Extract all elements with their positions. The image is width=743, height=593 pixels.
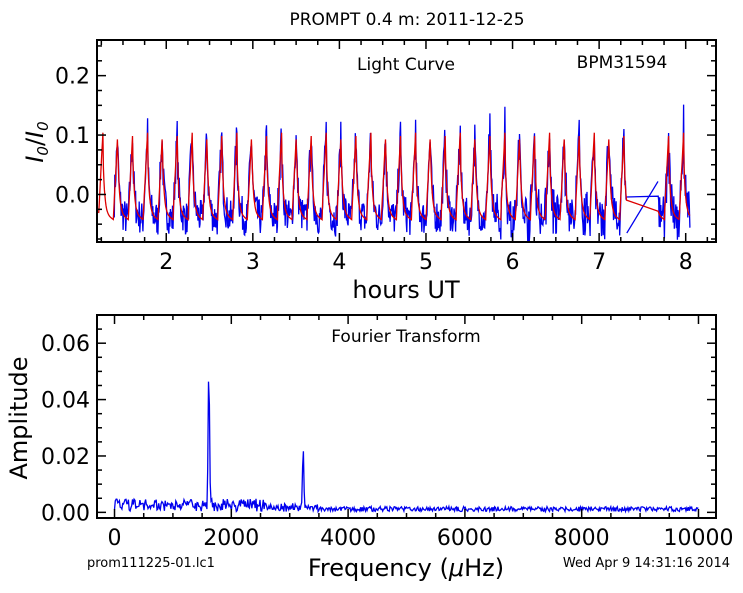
y-tick-label: 0.06 [41,332,90,357]
fourier-label: Fourier Transform [331,327,480,347]
x-tick-label: 2000 [203,526,259,551]
x-tick-label: 5 [419,250,433,275]
fourier-plot [113,381,699,514]
amplitude-spectrum-line [113,381,699,514]
x-tick-label: 8000 [554,526,610,551]
x-tick-label: 7 [592,250,606,275]
x-tick-label: 4000 [320,526,376,551]
fourier-xlabel-unit: Hz) [464,554,504,582]
x-tick-label: 2 [159,250,173,275]
fourier-ylabel: Amplitude [5,357,33,480]
ylabel-slash: / [21,137,49,146]
footer-filename: prom111225-01.lc1 [87,556,215,571]
fourier-panel: 0 2000 4000 6000 8000 10000 0.00 0.02 0.04 0.06 F… [5,314,733,582]
light-curve-plot [98,104,691,242]
x-tick-label: 6 [506,250,520,275]
light-curve-xlabel: hours UT [352,276,460,304]
y-tick-label: 0.2 [55,65,90,90]
light-curve-frame [96,39,717,243]
fourier-ticks: 0 2000 4000 6000 8000 10000 0.00 0.02 0.04 0.06 [41,314,733,551]
light-curve-ticks: 2 3 4 5 6 7 8 0.0 0.1 0.2 [55,40,716,275]
light-curve-label: Light Curve [357,55,455,75]
ylabel-denominator-sub: 0 [34,121,52,131]
y-tick-label: 0.00 [41,501,90,526]
figure-title: PROMPT 0.4 m: 2011-12-25 [289,10,524,30]
footer-timestamp: Wed Apr 9 14:31:16 2014 [563,556,730,571]
light-curve-panel: 2 3 4 5 6 7 8 0.0 0.1 0.2 Light Curve BPM31594 ho… [21,39,717,304]
x-tick-label: 10000 [663,526,733,551]
fourier-xlabel-text: Frequency ( [308,554,449,582]
ylabel-denominator: I [21,131,49,138]
y-tick-label: 0.02 [41,445,90,470]
ylabel-symbol-sub: 0 [34,146,52,156]
gap-connector-line [626,181,659,234]
x-tick-label: 6000 [437,526,493,551]
x-tick-label: 8 [679,250,693,275]
x-tick-label: 0 [108,526,122,551]
fourier-xlabel: Frequency (μHz) [308,554,504,582]
fourier-xlabel-mu: μ [448,554,464,582]
ylabel-symbol: I [21,156,49,163]
y-tick-label: 0.1 [55,124,90,149]
x-tick-label: 4 [332,250,346,275]
light-curve-ylabel: I0/I0 [21,121,52,162]
y-tick-label: 0.0 [55,183,90,208]
object-label: BPM31594 [577,53,668,73]
y-tick-label: 0.04 [41,389,90,414]
model-series-line [98,132,691,222]
x-tick-label: 3 [246,250,260,275]
